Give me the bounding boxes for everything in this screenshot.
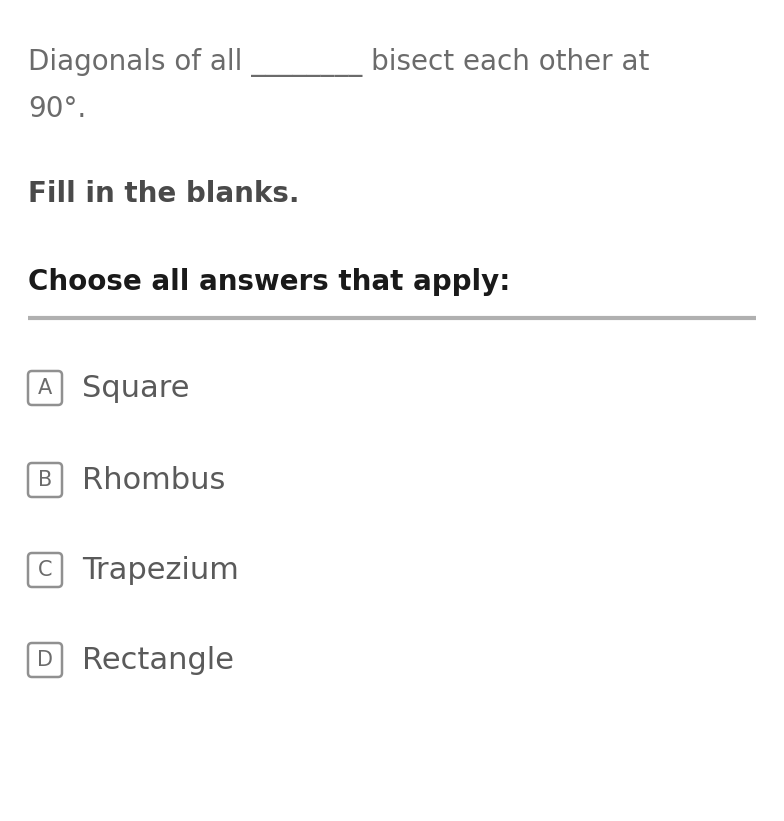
FancyBboxPatch shape	[28, 553, 62, 587]
Text: Choose all answers that apply:: Choose all answers that apply:	[28, 268, 510, 296]
Text: C: C	[38, 560, 53, 580]
FancyBboxPatch shape	[28, 643, 62, 677]
Text: Diagonals of all ________ bisect each other at: Diagonals of all ________ bisect each ot…	[28, 48, 649, 77]
Text: Trapezium: Trapezium	[82, 556, 239, 585]
Text: Rectangle: Rectangle	[82, 645, 234, 675]
Text: D: D	[37, 650, 53, 670]
Text: B: B	[38, 470, 52, 490]
Text: 90°.: 90°.	[28, 95, 86, 123]
Text: Square: Square	[82, 374, 190, 402]
FancyBboxPatch shape	[28, 463, 62, 497]
Text: A: A	[38, 378, 52, 398]
Text: Fill in the blanks.: Fill in the blanks.	[28, 180, 299, 208]
FancyBboxPatch shape	[28, 371, 62, 405]
Text: Rhombus: Rhombus	[82, 466, 225, 494]
